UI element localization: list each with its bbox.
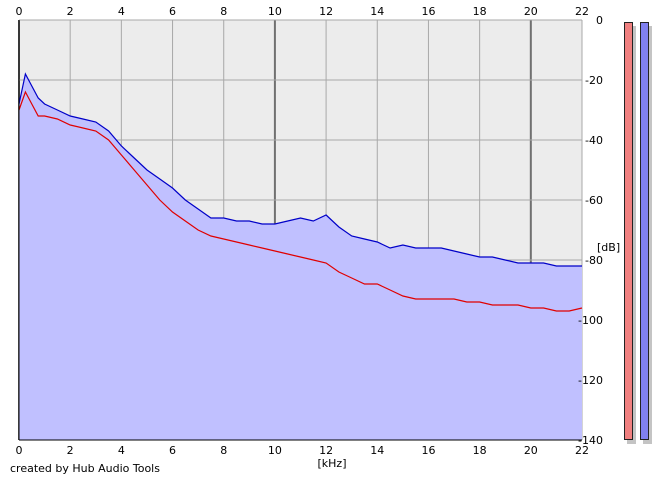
x-tick-label-bottom: 4	[118, 444, 125, 457]
x-tick-label-top: 4	[118, 5, 125, 18]
y-tick-label: -40	[585, 134, 603, 147]
chart-axes	[18, 20, 582, 441]
x-tick-labels-top: 0 2 4 6 8 10 12 14 16 18 20 22	[16, 5, 590, 18]
x-tick-label-top: 14	[370, 5, 384, 18]
y-tick-label: -100	[578, 314, 603, 327]
series-blue-line	[18, 72, 582, 267]
x-tick-label-top: 10	[268, 5, 282, 18]
y-tick-label: -60	[585, 194, 603, 207]
x-tick-label-bottom: 22	[575, 444, 589, 457]
x-tick-label-top: 8	[220, 5, 227, 18]
x-tick-label-bottom: 20	[524, 444, 538, 457]
y-tick-label: -20	[585, 74, 603, 87]
x-tick-label-top: 18	[473, 5, 487, 18]
y-tick-label: -120	[578, 374, 603, 387]
x-tick-label-top: 6	[169, 5, 176, 18]
credit-text: created by Hub Audio Tools	[10, 462, 160, 475]
y-tick-labels: 0 -20 -40 -60 -80 -100 -120 -140	[578, 14, 603, 447]
x-tick-label-bottom: 18	[473, 444, 487, 457]
x-tick-label-top: 16	[421, 5, 435, 18]
x-tick-label-bottom: 12	[319, 444, 333, 457]
x-tick-label-bottom: 6	[169, 444, 176, 457]
level-meter-left	[624, 22, 633, 440]
series-red-line	[18, 90, 583, 312]
x-tick-label-bottom: 16	[421, 444, 435, 457]
x-tick-label-bottom: 8	[220, 444, 227, 457]
y-axis-label: [dB]	[597, 241, 620, 254]
x-tick-label-top: 0	[16, 5, 23, 18]
x-tick-label-top: 20	[524, 5, 538, 18]
x-tick-label-bottom: 2	[67, 444, 74, 457]
x-tick-label-top: 12	[319, 5, 333, 18]
x-tick-label-bottom: 0	[16, 444, 23, 457]
chart-series	[18, 72, 583, 312]
y-tick-label: -140	[578, 434, 603, 447]
x-tick-label-top: 22	[575, 5, 589, 18]
level-meter-right	[640, 22, 649, 440]
x-axis-label: [kHz]	[318, 457, 347, 470]
x-tick-label-bottom: 10	[268, 444, 282, 457]
x-tick-label-bottom: 14	[370, 444, 384, 457]
x-tick-labels-bottom: 0 2 4 6 8 10 12 14 16 18 20 22	[16, 444, 590, 457]
x-tick-label-top: 2	[67, 5, 74, 18]
y-tick-label: -80	[585, 254, 603, 267]
y-tick-label: 0	[596, 14, 603, 27]
